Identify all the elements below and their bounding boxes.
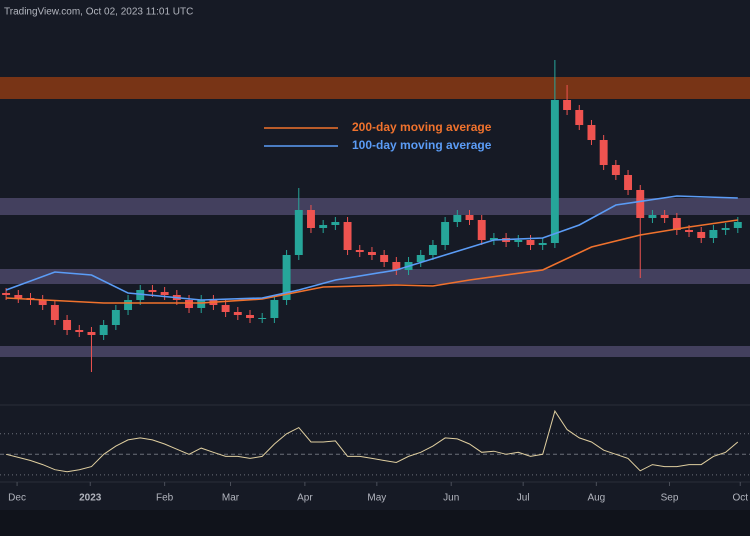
x-tick-label: Oct xyxy=(732,493,748,504)
x-tick-label: Jul xyxy=(517,493,530,504)
candle-body xyxy=(270,300,279,318)
candle-body xyxy=(428,245,437,255)
candle-body xyxy=(221,305,230,312)
candle-body xyxy=(50,305,59,320)
candle-body xyxy=(489,238,498,240)
candle-body xyxy=(258,318,267,319)
candle-body xyxy=(538,243,547,245)
candle-body xyxy=(197,300,206,308)
candle-body xyxy=(685,230,693,232)
moving-average-line xyxy=(5,195,738,301)
legend-label: 100-day moving average xyxy=(352,138,492,152)
candle-body xyxy=(63,320,72,330)
x-tick-label: May xyxy=(367,493,386,504)
candle-body xyxy=(416,255,425,262)
candle-body xyxy=(367,252,376,255)
x-tick-label: Jun xyxy=(443,493,459,504)
candle-body xyxy=(380,255,389,262)
candle-body xyxy=(697,232,706,238)
zone xyxy=(0,269,750,284)
candle-body xyxy=(160,292,169,295)
zone xyxy=(0,198,750,215)
candle-body xyxy=(453,215,462,222)
x-tick-label: Dec xyxy=(8,493,26,504)
candle-body xyxy=(343,222,352,250)
candle-body xyxy=(514,240,523,242)
candle-body xyxy=(307,210,315,228)
candle-body xyxy=(636,190,645,218)
candle-body xyxy=(2,293,11,295)
candle-body xyxy=(526,240,535,245)
candle-body xyxy=(75,330,84,332)
candle-body xyxy=(721,228,730,230)
header: TradingView.com, Oct 02, 2023 11:01 UTC xyxy=(4,7,193,18)
candle-body xyxy=(14,295,23,298)
candle-body xyxy=(185,300,193,308)
candle-body xyxy=(733,222,742,228)
candle-body xyxy=(599,140,608,165)
candle-body xyxy=(611,165,620,175)
footer-strip xyxy=(0,510,750,536)
rsi-line xyxy=(5,409,739,473)
candle-body xyxy=(355,250,364,252)
candle-body xyxy=(124,300,133,310)
candle-body xyxy=(87,332,96,335)
candle-body xyxy=(550,100,559,243)
x-tick-label: Mar xyxy=(222,493,240,504)
candle-body xyxy=(441,222,450,245)
candle-body xyxy=(709,230,718,238)
candle-body xyxy=(233,312,242,315)
candle-body xyxy=(331,222,340,225)
legend-label: 200-day moving average xyxy=(352,120,492,134)
candle-body xyxy=(660,215,669,218)
candle-body xyxy=(148,290,157,292)
candle-body xyxy=(648,215,657,218)
zone xyxy=(0,77,750,99)
candle-body xyxy=(563,100,572,110)
candle-body xyxy=(465,215,474,220)
candle-body xyxy=(99,325,108,335)
x-tick-label: Apr xyxy=(297,493,313,504)
x-tick-label: Aug xyxy=(587,493,605,504)
candle-body xyxy=(392,262,401,270)
x-tick-label: 2023 xyxy=(79,493,102,504)
candle-body xyxy=(282,255,291,300)
x-tick-label: Sep xyxy=(661,493,679,504)
candle-body xyxy=(246,315,254,318)
moving-average-line xyxy=(6,219,738,304)
candle-body xyxy=(587,125,596,140)
zone xyxy=(0,346,750,357)
candle-body xyxy=(477,220,486,240)
candle-body xyxy=(672,218,681,230)
candle-body xyxy=(319,225,328,228)
candle-body xyxy=(111,310,120,325)
candle-body xyxy=(624,175,633,190)
candle-body xyxy=(575,110,584,125)
candle-body xyxy=(294,210,303,255)
candle-body xyxy=(136,290,145,300)
x-tick-label: Feb xyxy=(156,493,174,504)
candle-body xyxy=(38,300,47,305)
